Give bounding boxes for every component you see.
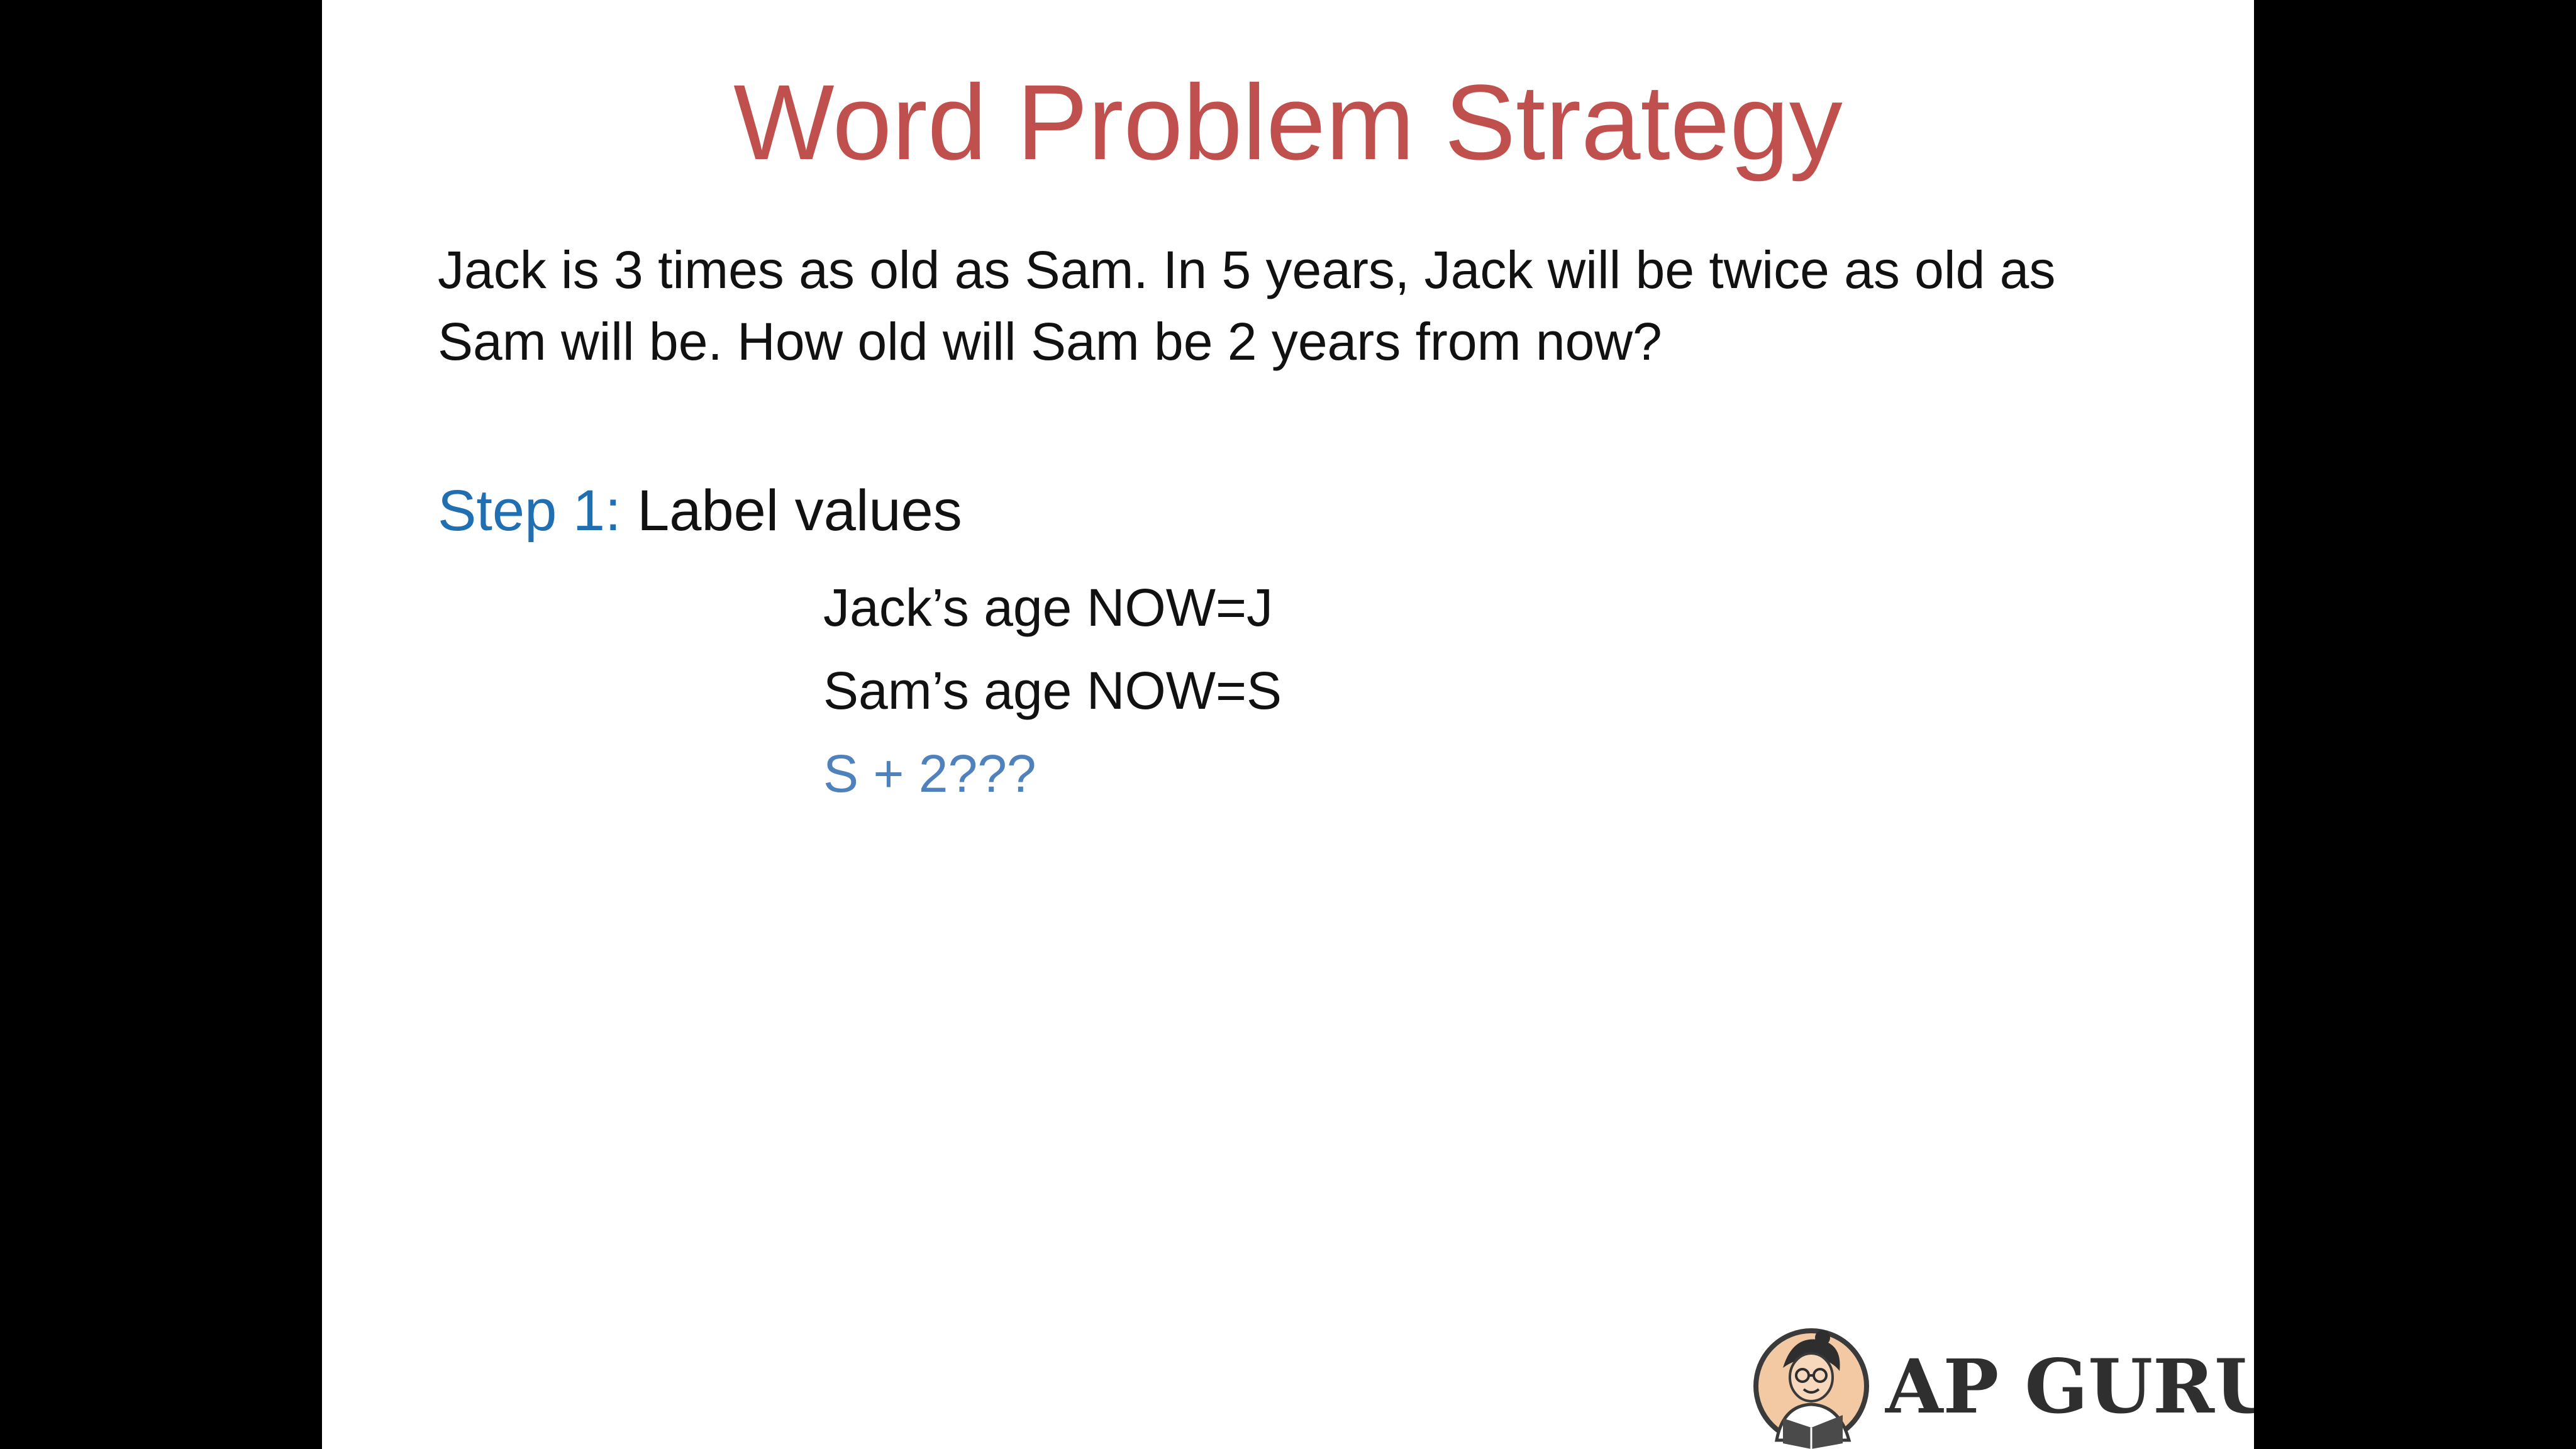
value-labels: Jack’s age NOW=J Sam’s age NOW=S S + 2??… xyxy=(823,566,1282,815)
value-sam-future: S + 2??? xyxy=(823,744,1036,803)
step-text: Label values xyxy=(621,479,962,543)
presentation-slide: Word Problem Strategy Jack is 3 times as… xyxy=(322,0,2254,1449)
step-label: Step 1: xyxy=(438,479,621,543)
problem-statement: Jack is 3 times as old as Sam. In 5 year… xyxy=(438,234,2136,377)
value-jack-age: Jack’s age NOW=J xyxy=(823,578,1274,637)
tutor-avatar-icon xyxy=(1753,1328,1869,1449)
problem-line-1: Jack is 3 times as old as Sam. In 5 year… xyxy=(438,240,2056,299)
brand-logo-text: AP GURU xyxy=(1885,1343,2254,1430)
slide-title: Word Problem Strategy xyxy=(733,63,1843,182)
value-sam-age: Sam’s age NOW=S xyxy=(823,661,1282,720)
step-heading: Step 1: Label values xyxy=(438,473,962,548)
problem-line-2: Sam will be. How old will Sam be 2 years… xyxy=(438,312,1662,371)
